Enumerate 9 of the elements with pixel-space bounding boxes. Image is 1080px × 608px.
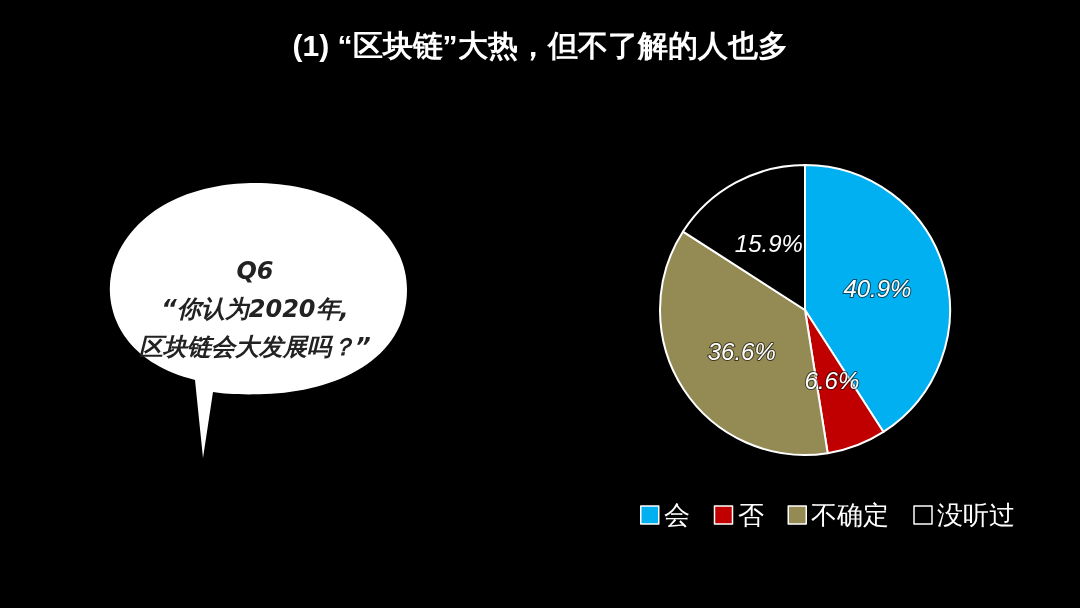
chart-title: (1) “区块链”大热，但不了解的人也多 (292, 28, 788, 62)
legend-label: 会 (663, 500, 690, 530)
text: Q6 “你认为2020年, 区块链会大发展吗？” (138, 256, 372, 363)
data-label: 40.9% (843, 275, 912, 303)
legend-label: 没听过 (937, 500, 1015, 530)
legend-label: 不确定 (811, 500, 890, 530)
data-label: 36.6% (707, 337, 776, 365)
legend-label: 否 (737, 500, 764, 530)
data-label: 15.9% (734, 230, 803, 258)
